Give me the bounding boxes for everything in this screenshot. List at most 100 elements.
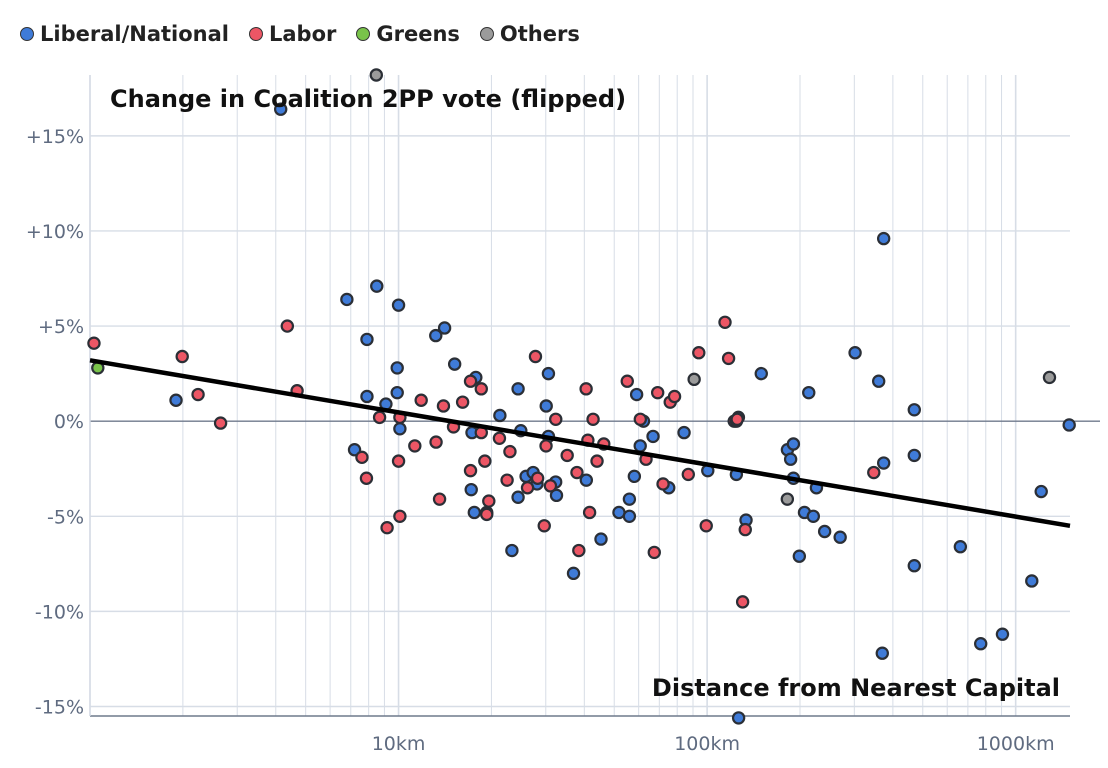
liberal-national-point — [511, 382, 525, 396]
x-tick-label: 10km — [372, 733, 426, 755]
labor-point — [213, 416, 228, 430]
labor-point — [699, 519, 713, 533]
labor-point — [480, 507, 494, 522]
x-tick-label: 1000km — [977, 733, 1055, 755]
labor-point — [530, 471, 545, 485]
liberal-national-point — [390, 361, 404, 375]
labor-point — [582, 505, 597, 520]
labor-point — [503, 444, 517, 459]
y-tick-label: -10% — [35, 601, 84, 623]
liberal-national-point — [907, 403, 921, 417]
labor-point — [280, 319, 295, 333]
liberal-national-point — [802, 385, 816, 400]
labor-point — [633, 412, 648, 426]
labor-point — [429, 435, 443, 449]
liberal-national-point — [953, 540, 968, 554]
y-tick-labels: +15% +10% +5% 0% -5% -10% -15% — [26, 126, 84, 719]
legend-label: Greens — [376, 22, 460, 46]
liberal-national-point — [360, 389, 374, 404]
liberal-national-point — [274, 102, 288, 116]
liberal-national-point — [995, 627, 1010, 641]
labor-point — [570, 465, 584, 480]
liberal-national-point — [629, 387, 644, 402]
labor-point — [650, 385, 665, 400]
labor-point — [543, 479, 558, 493]
legend-item-greens[interactable]: Greens — [356, 22, 460, 46]
labor-point — [692, 346, 706, 360]
liberal-national-point — [974, 637, 988, 651]
labor-point — [718, 315, 732, 329]
liberal-national-swatch-icon — [20, 27, 34, 41]
labor-point — [520, 481, 535, 495]
labor-point — [455, 395, 470, 409]
labor-point — [393, 509, 407, 523]
labor-point — [408, 439, 422, 453]
labor-point — [537, 519, 551, 533]
liberal-national-point — [731, 711, 746, 725]
x-axis-title: Distance from Nearest Capital — [652, 674, 1060, 702]
liberal-national-point — [677, 425, 691, 440]
greens-swatch-icon — [356, 27, 371, 41]
data-points — [87, 68, 1076, 725]
liberal-national-point — [833, 530, 847, 544]
liberal-national-point — [806, 509, 821, 523]
labor-point — [463, 374, 478, 388]
chart-title: Change in Coalition 2PP vote (flipped) — [110, 85, 626, 113]
legend-item-labor[interactable]: Labor — [248, 22, 336, 46]
y-tick-label: 0% — [54, 411, 84, 433]
liberal-national-point — [594, 532, 608, 546]
legend-item-others[interactable]: Others — [479, 22, 580, 46]
liberal-national-point — [437, 321, 452, 335]
y-tick-label: -5% — [47, 506, 84, 528]
y-tick-label: +5% — [38, 316, 84, 338]
liberal-national-point — [1025, 574, 1039, 588]
labor-point — [560, 448, 574, 463]
liberal-national-point — [622, 492, 637, 506]
liberal-national-point — [627, 469, 642, 484]
liberal-national-point — [876, 231, 891, 246]
others-point — [780, 492, 795, 506]
x-tick-labels: 10km 100km 1000km — [372, 733, 1055, 755]
labor-point — [572, 543, 586, 558]
labor-point — [482, 494, 496, 508]
others-point — [687, 372, 701, 387]
liberal-national-point — [875, 646, 889, 660]
labor-point — [436, 399, 451, 413]
labor-point — [355, 450, 369, 465]
labor-point — [380, 520, 394, 535]
liberal-national-point — [566, 566, 581, 581]
liberal-national-point — [754, 366, 768, 381]
y-gridlines — [90, 135, 1070, 708]
others-point — [369, 68, 384, 82]
liberal-national-point — [646, 429, 660, 444]
others-swatch-icon — [479, 27, 494, 41]
liberal-national-point — [1062, 418, 1076, 432]
labor-point — [463, 463, 478, 478]
legend-item-liberal-national[interactable]: Liberal/National — [20, 22, 229, 46]
liberal-national-point — [622, 509, 637, 523]
y-tick-label: -15% — [35, 696, 84, 718]
labor-point — [539, 439, 553, 453]
liberal-national-point — [579, 473, 594, 487]
labor-point — [478, 454, 492, 468]
liberal-national-point — [464, 482, 478, 497]
liberal-national-point — [391, 298, 406, 312]
labor-point — [492, 431, 507, 445]
labor-point — [87, 336, 101, 350]
labor-point — [391, 454, 406, 468]
labor-point — [656, 477, 670, 491]
trend-line — [89, 358, 1071, 529]
labor-point — [474, 382, 488, 396]
liberal-national-point — [447, 357, 462, 371]
liberal-national-point — [633, 439, 647, 453]
labor-point — [549, 412, 563, 426]
labor-point — [528, 349, 543, 364]
labor-point — [359, 471, 374, 485]
x-tick-label: 100km — [674, 733, 740, 755]
labor-point — [647, 545, 661, 560]
labor-swatch-icon — [248, 27, 263, 41]
labor-point — [414, 393, 428, 407]
y-tick-label: +10% — [26, 221, 84, 243]
liberal-national-point — [871, 374, 886, 388]
liberal-national-point — [370, 279, 384, 293]
